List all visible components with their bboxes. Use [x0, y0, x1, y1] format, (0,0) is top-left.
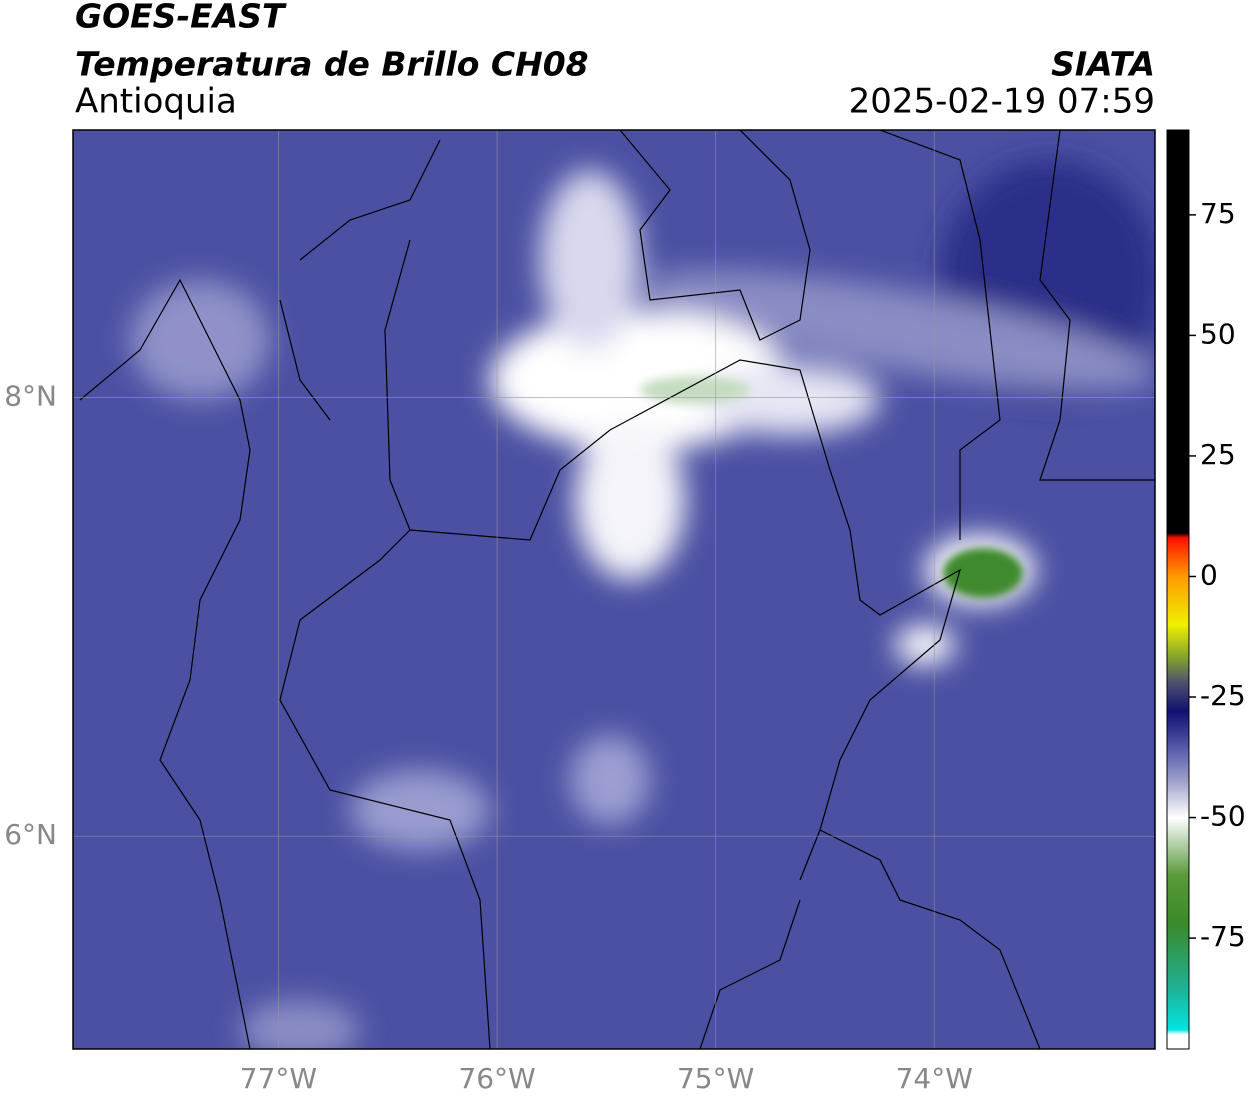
map-frame	[72, 129, 1156, 1050]
datetime: 2025-02-19 07:59	[849, 82, 1155, 122]
colorbar-tick-label: -50	[1200, 800, 1246, 833]
region: Antioquia	[75, 82, 237, 122]
subtitle: Temperatura de Brillo CH08	[75, 45, 589, 84]
y-tick-label: 6°N	[4, 818, 57, 851]
colorbar-tick-label: 50	[1200, 317, 1236, 350]
colorbar-tick-label: -25	[1200, 679, 1246, 712]
x-tick-label: 74°W	[896, 1062, 973, 1095]
x-tick-label: 77°W	[240, 1062, 317, 1095]
colorbar-tick-label: 0	[1200, 558, 1218, 591]
x-tick-label: 76°W	[458, 1062, 535, 1095]
title: GOES-EAST	[75, 0, 287, 36]
boundaries	[79, 130, 1155, 1049]
y-tick-label: 8°N	[4, 380, 57, 413]
colorbar-tick-label: 75	[1200, 197, 1236, 230]
source: SIATA	[1051, 45, 1155, 84]
x-tick-label: 75°W	[677, 1062, 754, 1095]
colorbar-tick-label: -75	[1200, 920, 1246, 953]
satellite-image	[73, 130, 1155, 1049]
colorbar	[1166, 129, 1190, 1050]
colorbar-tick-label: 25	[1200, 438, 1236, 471]
